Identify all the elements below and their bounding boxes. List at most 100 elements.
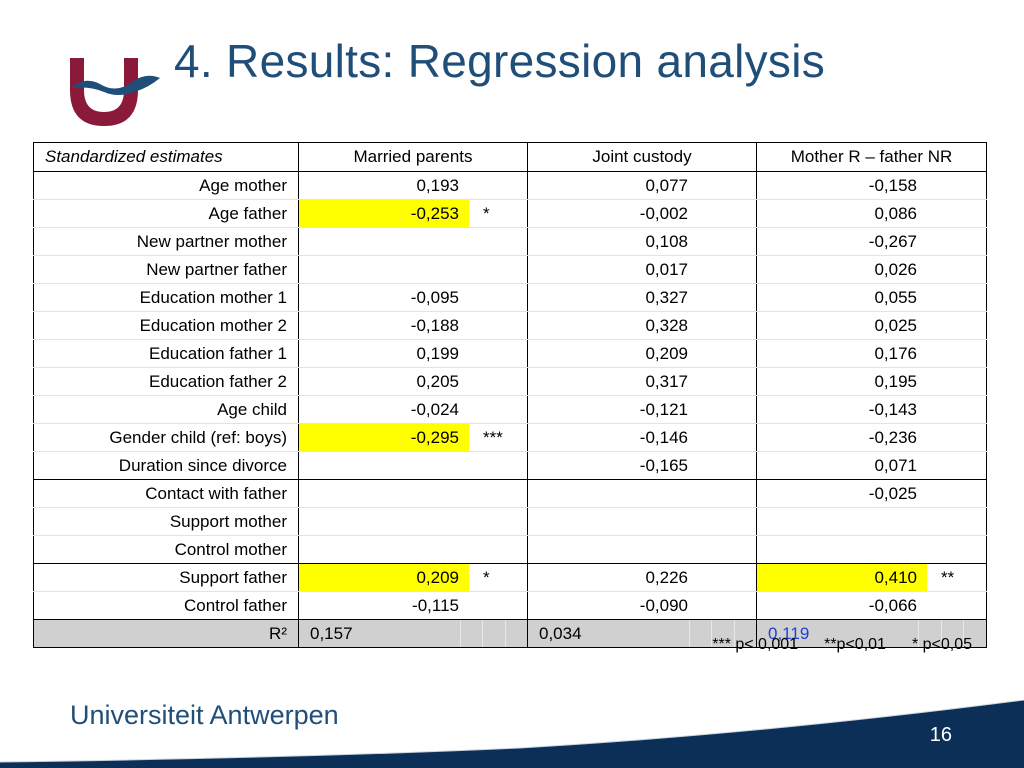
estimate-value: 0,026	[874, 260, 917, 279]
r-squared-cell: 0,119	[756, 619, 987, 648]
estimate-value: -0,143	[868, 400, 917, 419]
page-number: 16	[929, 724, 952, 746]
r-squared-spacer	[504, 620, 527, 647]
row-label: Gender child (ref: boys)	[33, 423, 299, 452]
significance-stars: **	[941, 568, 955, 587]
header-married-parents: Married parents	[298, 142, 528, 172]
r-squared-spacer	[482, 620, 504, 647]
significance-stars: ***	[483, 428, 503, 447]
r-squared-spacer	[940, 620, 964, 647]
r-squared-spacer	[963, 620, 986, 647]
estimate-value: 0,025	[874, 316, 917, 335]
estimate-value	[299, 480, 469, 507]
estimate-value: -0,146	[639, 428, 688, 447]
estimate-value: -0,295	[299, 424, 469, 451]
estimate-value: 0,077	[645, 176, 688, 195]
row-label: Education father 1	[33, 339, 299, 368]
row-label: Control father	[33, 591, 299, 620]
r-squared-cell: 0,157	[298, 619, 528, 648]
estimate-value: 0,071	[874, 456, 917, 475]
row-label: Age child	[33, 395, 299, 424]
table-row: Education father 1 0,199 0,209 0,176	[33, 339, 987, 368]
estimate-cell	[756, 535, 987, 564]
estimate-value: 0,327	[645, 288, 688, 307]
r-squared-spacer	[460, 620, 482, 647]
r-squared-spacer	[918, 620, 941, 647]
estimate-cell: -0,095	[298, 283, 528, 312]
estimate-value	[757, 508, 927, 535]
estimate-value: 0,317	[645, 372, 688, 391]
estimate-cell: 0,410 **	[756, 563, 987, 592]
estimate-cell: 0,077	[527, 171, 757, 200]
estimate-cell	[298, 507, 528, 536]
header-label: Standardized estimates	[33, 142, 299, 172]
table-row: Age child -0,024 -0,121 -0,143	[33, 395, 987, 424]
estimate-value: -0,253	[299, 200, 469, 227]
estimate-value: -0,121	[639, 400, 688, 419]
estimate-value: -0,267	[868, 232, 917, 251]
estimate-cell: 0,205	[298, 367, 528, 396]
estimate-value	[528, 508, 698, 535]
estimate-cell	[527, 507, 757, 536]
table-row: New partner father 0,017 0,026	[33, 255, 987, 284]
row-label: Age father	[33, 199, 299, 228]
estimate-value: -0,236	[868, 428, 917, 447]
table-row: Contact with father -0,025	[33, 479, 987, 508]
estimate-cell	[298, 535, 528, 564]
estimate-cell	[298, 479, 528, 508]
estimate-value: -0,002	[639, 204, 688, 223]
table-row: Age mother 0,193 0,077 -0,158	[33, 171, 987, 200]
estimate-cell: -0,165	[527, 451, 757, 480]
estimate-value: 0,205	[416, 372, 459, 391]
r-squared-value: 0,157	[310, 624, 353, 643]
footer-brand: Universiteit Antwerpen	[70, 700, 339, 730]
estimate-value	[299, 452, 469, 479]
estimate-cell	[527, 479, 757, 508]
estimate-cell	[527, 535, 757, 564]
estimate-value: -0,025	[868, 484, 917, 503]
estimate-cell: 0,176	[756, 339, 987, 368]
row-label: Support mother	[33, 507, 299, 536]
estimate-cell	[298, 227, 528, 256]
estimate-value: 0,055	[874, 288, 917, 307]
table-row: Support father 0,209 * 0,226 0,410 **	[33, 563, 987, 592]
r-squared-value: 0,119	[768, 624, 810, 643]
estimate-cell	[298, 255, 528, 284]
row-label: Duration since divorce	[33, 451, 299, 480]
estimate-value	[299, 256, 469, 283]
estimate-cell: 0,086	[756, 199, 987, 228]
significance-stars: *	[483, 568, 490, 587]
footnote-p001: *** p< 0,001	[712, 636, 799, 653]
estimate-cell	[756, 507, 987, 536]
estimate-value: -0,158	[868, 176, 917, 195]
estimate-value	[299, 228, 469, 255]
r-squared-row: R² 0,157 0,034 0,119	[33, 619, 987, 648]
r-squared-cell: 0,034	[527, 619, 757, 648]
estimate-cell: -0,025	[756, 479, 987, 508]
r-squared-value: 0,034	[539, 624, 582, 643]
estimate-value: 0,086	[874, 204, 917, 223]
estimate-value	[299, 536, 469, 563]
estimate-cell	[298, 451, 528, 480]
estimate-value: 0,195	[874, 372, 917, 391]
estimate-cell: -0,146	[527, 423, 757, 452]
estimate-cell: 0,026	[756, 255, 987, 284]
estimate-cell: 0,195	[756, 367, 987, 396]
estimate-cell: 0,017	[527, 255, 757, 284]
estimate-value: 0,410	[757, 564, 927, 591]
estimate-cell: 0,055	[756, 283, 987, 312]
estimate-cell: 0,025	[756, 311, 987, 340]
estimate-cell: 0,108	[527, 227, 757, 256]
estimate-cell: 0,199	[298, 339, 528, 368]
estimate-value: -0,165	[639, 456, 688, 475]
table-row: New partner mother 0,108 -0,267	[33, 227, 987, 256]
row-label: Contact with father	[33, 479, 299, 508]
footnote-p01: **p<0,01	[824, 636, 886, 653]
row-label: Control mother	[33, 535, 299, 564]
estimate-cell: 0,317	[527, 367, 757, 396]
estimate-value	[528, 536, 698, 563]
estimate-value: -0,115	[412, 596, 459, 615]
estimate-cell: -0,143	[756, 395, 987, 424]
estimate-cell: -0,121	[527, 395, 757, 424]
estimate-cell: 0,193	[298, 171, 528, 200]
